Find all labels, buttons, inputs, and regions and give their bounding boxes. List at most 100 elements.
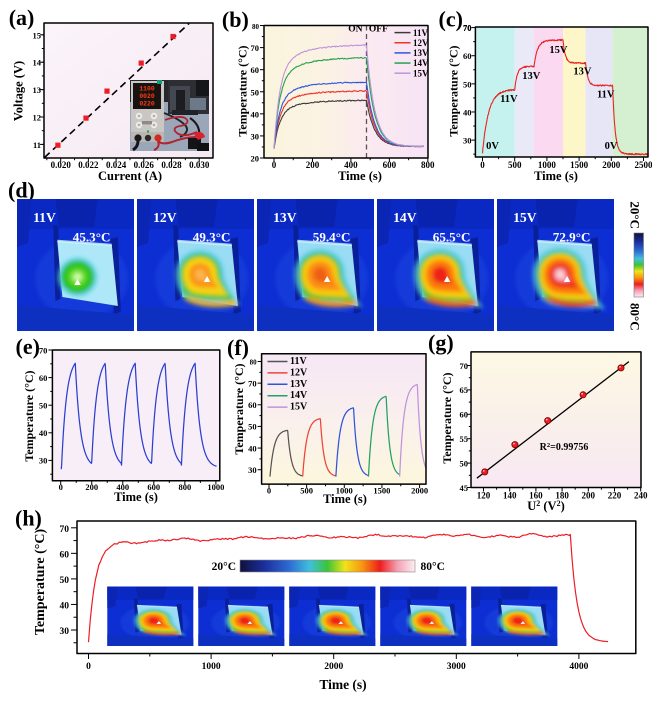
svg-text:3000: 3000 <box>447 662 466 672</box>
svg-text:12V: 12V <box>413 38 429 48</box>
svg-text:Temperature (°C): Temperature (°C) <box>236 45 250 136</box>
svg-text:Time (s): Time (s) <box>338 169 382 183</box>
svg-text:1000: 1000 <box>202 662 221 672</box>
svg-text:30: 30 <box>39 456 48 466</box>
svg-text:11V: 11V <box>290 356 307 367</box>
svg-text:0.028: 0.028 <box>161 160 182 170</box>
svg-text:13V: 13V <box>573 67 592 78</box>
svg-text:Temperature (°C): Temperature (°C) <box>232 363 246 454</box>
svg-text:12V: 12V <box>290 367 308 378</box>
svg-text:70: 70 <box>251 43 260 53</box>
svg-text:800: 800 <box>179 482 192 492</box>
svg-text:20°C: 20°C <box>628 201 643 229</box>
svg-text:200: 200 <box>582 491 596 501</box>
svg-text:50: 50 <box>60 576 70 586</box>
svg-text:Time (s): Time (s) <box>534 169 578 183</box>
svg-text:(e): (e) <box>16 334 40 359</box>
svg-text:60: 60 <box>60 550 70 560</box>
svg-text:65.5°C: 65.5°C <box>433 230 471 245</box>
svg-text:(b): (b) <box>222 7 249 32</box>
svg-text:Time (s): Time (s) <box>323 492 367 506</box>
svg-text:0: 0 <box>480 160 485 170</box>
svg-text:50: 50 <box>463 79 472 89</box>
svg-text:0: 0 <box>86 662 91 672</box>
svg-text:240: 240 <box>634 491 648 501</box>
svg-text:14V: 14V <box>413 58 429 68</box>
svg-text:140: 140 <box>503 491 517 501</box>
svg-text:Temperature (°C): Temperature (°C) <box>22 370 36 461</box>
svg-text:49.3°C: 49.3°C <box>193 230 231 245</box>
svg-text:15: 15 <box>33 30 42 40</box>
svg-text:80: 80 <box>252 23 260 31</box>
svg-text:60: 60 <box>39 373 48 383</box>
svg-text:40: 40 <box>251 109 260 119</box>
svg-text:13V: 13V <box>522 71 541 82</box>
svg-text:80°C: 80°C <box>421 561 445 573</box>
svg-text:(a): (a) <box>9 5 35 30</box>
svg-text:Temperature (°C): Temperature (°C) <box>33 529 48 636</box>
svg-text:(c): (c) <box>439 7 463 32</box>
svg-text:15V: 15V <box>290 402 308 413</box>
svg-text:50: 50 <box>251 87 260 97</box>
svg-text:14: 14 <box>33 58 42 68</box>
svg-text:11V: 11V <box>33 210 56 225</box>
svg-text:0V: 0V <box>605 141 618 152</box>
svg-text:59.4°C: 59.4°C <box>313 230 351 245</box>
svg-text:0220: 0220 <box>139 101 155 108</box>
svg-text:15V: 15V <box>413 68 429 78</box>
svg-text:Voltage (V): Voltage (V) <box>12 61 26 121</box>
svg-text:2500: 2500 <box>635 160 652 170</box>
svg-text:70: 70 <box>463 23 472 33</box>
svg-text:(h): (h) <box>15 506 42 531</box>
svg-text:60: 60 <box>248 400 257 410</box>
svg-text:65: 65 <box>460 385 469 395</box>
svg-text:50: 50 <box>460 458 469 468</box>
svg-text:30: 30 <box>248 465 257 475</box>
svg-text:1100: 1100 <box>139 86 155 93</box>
svg-text:30: 30 <box>60 627 70 637</box>
svg-text:72.9°C: 72.9°C <box>553 230 591 245</box>
svg-text:13V: 13V <box>273 210 297 225</box>
svg-text:80°C: 80°C <box>628 303 643 331</box>
svg-text:45: 45 <box>460 483 469 493</box>
svg-text:13V: 13V <box>290 379 308 390</box>
svg-text:200: 200 <box>306 160 320 170</box>
svg-text:15V: 15V <box>513 210 537 225</box>
svg-text:30: 30 <box>463 136 472 146</box>
svg-text:0: 0 <box>59 482 63 492</box>
svg-text:50: 50 <box>39 401 48 411</box>
svg-text:200: 200 <box>85 482 98 492</box>
svg-text:(d): (d) <box>8 178 35 203</box>
svg-text:ON: ON <box>348 25 362 35</box>
svg-text:500: 500 <box>300 486 313 496</box>
svg-text:1000: 1000 <box>207 482 224 492</box>
svg-text:600: 600 <box>383 160 397 170</box>
svg-text:60: 60 <box>251 65 260 75</box>
svg-text:(f): (f) <box>227 335 249 360</box>
svg-text:12V: 12V <box>153 210 177 225</box>
svg-text:U2 (V2): U2 (V2) <box>527 499 565 514</box>
svg-text:60: 60 <box>460 410 469 420</box>
svg-text:2000: 2000 <box>602 160 621 170</box>
svg-text:40: 40 <box>39 428 48 438</box>
svg-text:30: 30 <box>251 131 260 141</box>
svg-text:0020: 0020 <box>139 93 155 100</box>
svg-text:50: 50 <box>248 422 257 432</box>
svg-text:55: 55 <box>460 434 469 444</box>
svg-text:80: 80 <box>250 359 258 367</box>
svg-text:14V: 14V <box>290 390 308 401</box>
svg-text:40: 40 <box>60 601 70 611</box>
svg-text:60: 60 <box>463 51 472 61</box>
svg-text:2000: 2000 <box>324 662 343 672</box>
svg-text:1500: 1500 <box>373 486 390 496</box>
svg-text:0.020: 0.020 <box>51 160 72 170</box>
svg-text:120: 120 <box>477 491 491 501</box>
svg-text:Temperature (°C): Temperature (°C) <box>440 372 454 463</box>
svg-text:13V: 13V <box>413 48 429 58</box>
svg-text:14V: 14V <box>393 210 417 225</box>
svg-text:20°C: 20°C <box>212 561 236 573</box>
svg-text:OFF: OFF <box>369 25 388 35</box>
svg-text:45.3°C: 45.3°C <box>73 230 111 245</box>
svg-text:40: 40 <box>463 108 472 118</box>
svg-text:11V: 11V <box>413 28 429 38</box>
